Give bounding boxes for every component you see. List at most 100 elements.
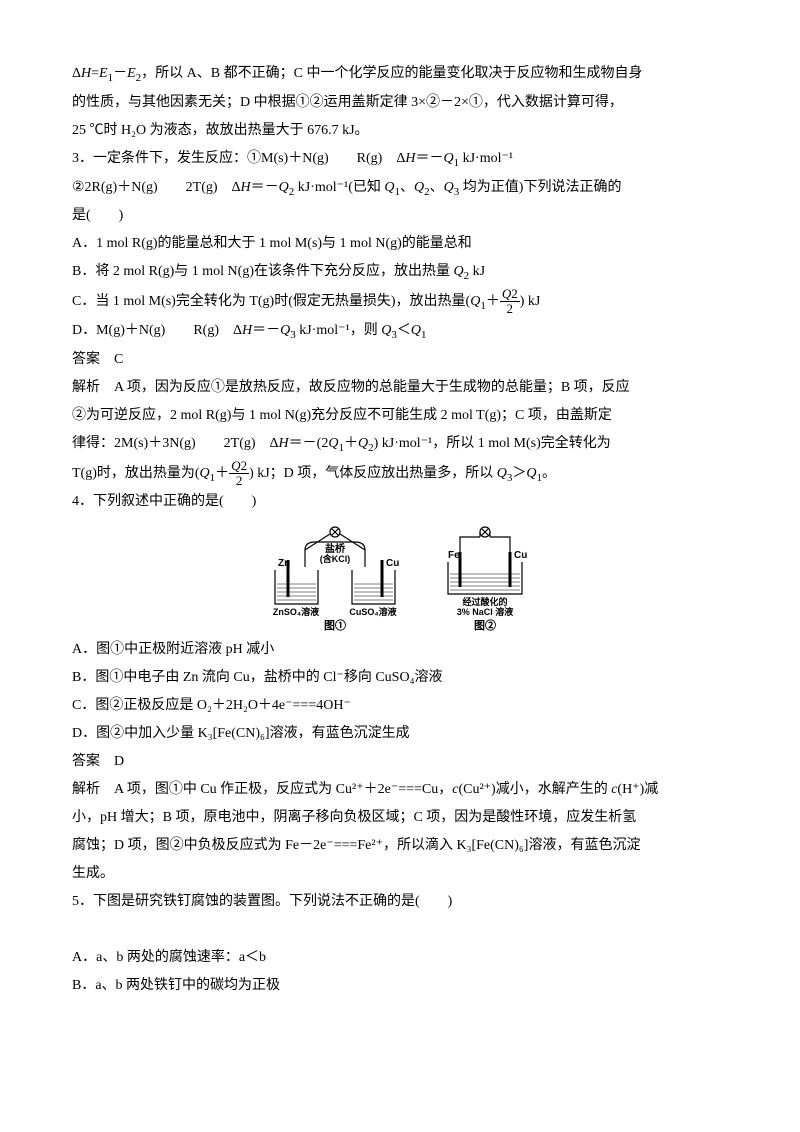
svg-text:Zn: Zn	[278, 558, 290, 569]
text: kJ·mol⁻¹，则	[296, 323, 381, 338]
q5-stem: 5．下图是研究铁钉腐蚀的装置图。下列说法不正确的是( )	[72, 888, 728, 916]
figure-2: Fe Cu 经过酸化的 3% NaCl 溶液 图②	[430, 522, 540, 633]
svg-text:CuSO₄溶液: CuSO₄溶液	[349, 606, 397, 617]
text: ＋	[344, 436, 358, 451]
text: 解析 A 项，图①中 Cu 作正极，反应式为 Cu²⁺＋2e⁻===Cu，	[72, 782, 452, 797]
sub: 2	[241, 458, 248, 473]
svg-text:(含KCl): (含KCl)	[320, 553, 351, 564]
sub: 2	[511, 286, 518, 301]
sym-H: H	[241, 180, 251, 195]
q4-opt-d: D．图②中加入少量 K₃[Fe(CN)₆]溶液，有蓝色沉淀生成	[72, 720, 728, 748]
text: ＝－	[415, 151, 443, 166]
sub: 1	[421, 329, 427, 341]
text: ＋	[215, 466, 229, 481]
text: T(g)时，放出热量为(	[72, 466, 200, 481]
sym-Q: Q	[526, 466, 536, 481]
text: ＝－	[252, 323, 280, 338]
svg-text:Cu: Cu	[514, 550, 527, 561]
den: 2	[229, 474, 249, 488]
text: 律得：2M(s)＋3N(g) 2T(g) Δ	[72, 436, 279, 451]
minus: －	[113, 66, 127, 81]
svg-text:Fe: Fe	[448, 550, 460, 561]
svg-text:3% NaCl 溶液: 3% NaCl 溶液	[457, 606, 515, 617]
text: kJ	[469, 264, 485, 279]
text: ＜	[397, 323, 411, 338]
sym-Q: Q	[454, 264, 464, 279]
q4-answer: 答案 D	[72, 748, 728, 776]
sym-Q: Q	[443, 151, 453, 166]
q3-opt-c: C．当 1 mol M(s)完全转化为 T(g)时(假定无热量损失)，放出热量(…	[72, 287, 728, 317]
svg-text:Cu: Cu	[386, 558, 399, 569]
q3-stem-line-3: 是( )	[72, 202, 728, 230]
text: ，所以 A、B 都不正确；C 中一个化学反应的能量变化取决于反应物和生成物自身	[141, 66, 642, 81]
q4-opt-a: A．图①中正极附近溶液 pH 减小	[72, 636, 728, 664]
q5-blank	[72, 916, 728, 944]
text: B．将 2 mol R(g)与 1 mol N(g)在该条件下充分反应，放出热量	[72, 264, 454, 279]
sym-Q: Q	[358, 436, 368, 451]
sym-Q: Q	[470, 294, 480, 309]
sym-Q: Q	[279, 180, 289, 195]
fraction-q2-2: Q22	[500, 287, 520, 317]
sym-Q: Q	[200, 466, 210, 481]
q4-opt-c: C．图②正极反应是 O₂＋2H₂O＋4e⁻===4OH⁻	[72, 692, 728, 720]
sym-H: H	[242, 323, 252, 338]
q5-opt-a: A．a、b 两处的腐蚀速率：a＜b	[72, 944, 728, 972]
sym-H: H	[405, 151, 415, 166]
figure-1-svg: 盐桥 (含KCl) Zn Cu ZnSO₄溶液 CuSO₄溶液	[260, 522, 410, 617]
intro-line-3: 25 ℃时 H₂O 为液态，故放出热量大于 676.7 kJ。	[72, 117, 728, 145]
sym-Q: Q	[444, 180, 454, 195]
delta: Δ	[72, 66, 81, 81]
sym-Q: Q	[381, 323, 391, 338]
sym-H: H	[81, 66, 91, 81]
sym-Q: Q	[502, 286, 511, 301]
text: 均为正值)下列说法正确的	[459, 180, 621, 195]
text: ＋	[486, 294, 500, 309]
q4-exp-1: 解析 A 项，图①中 Cu 作正极，反应式为 Cu²⁺＋2e⁻===Cu，c(C…	[72, 776, 728, 804]
text: 3．一定条件下，发生反应：①M(s)＋N(g) R(g) Δ	[72, 151, 405, 166]
sym-H: H	[279, 436, 289, 451]
text: 、	[430, 180, 444, 195]
text: kJ·mol⁻¹(已知	[294, 180, 384, 195]
q3-stem-line-2: ②2R(g)＋N(g) 2T(g) ΔH＝－Q2 kJ·mol⁻¹(已知 Q1、…	[72, 174, 728, 203]
text: (H⁺)减	[617, 782, 658, 797]
sym-Q: Q	[411, 323, 421, 338]
text: 。	[542, 466, 556, 481]
intro-line-1: ΔH=E1－E2，所以 A、B 都不正确；C 中一个化学反应的能量变化取决于反应…	[72, 60, 728, 89]
q3-stem-line-1: 3．一定条件下，发生反应：①M(s)＋N(g) R(g) ΔH＝－Q1 kJ·m…	[72, 145, 728, 174]
sym-E: E	[99, 66, 108, 81]
svg-text:经过酸化的: 经过酸化的	[462, 596, 507, 607]
intro-line-2: 的性质，与其他因素无关；D 中根据①②运用盖斯定律 3×②－2×①，代入数据计算…	[72, 89, 728, 117]
q4-exp-2: 小，pH 增大；B 项，原电池中，阴离子移向负极区域；C 项，因为是酸性环境，应…	[72, 804, 728, 832]
eq: =	[91, 66, 99, 81]
q3-exp-2: ②为可逆反应，2 mol R(g)与 1 mol N(g)充分反应不可能生成 2…	[72, 402, 728, 430]
q3-answer: 答案 C	[72, 346, 728, 374]
text: (Cu²⁺)减小，水解产生的	[458, 782, 611, 797]
sym-Q: Q	[497, 466, 507, 481]
q4-exp-3: 腐蚀；D 项，图②中负极反应式为 Fe－2e⁻===Fe²⁺，所以滴入 K₃[F…	[72, 832, 728, 860]
figure-2-svg: Fe Cu 经过酸化的 3% NaCl 溶液	[430, 522, 540, 617]
sym-Q: Q	[328, 436, 338, 451]
q5-opt-b: B．a、b 两处铁钉中的碳均为正极	[72, 972, 728, 1000]
sym-Q: Q	[414, 180, 424, 195]
q3-opt-d: D．M(g)＋N(g) R(g) ΔH＝－Q3 kJ·mol⁻¹，则 Q3＜Q1	[72, 317, 728, 346]
q3-exp-4: T(g)时，放出热量为(Q1＋Q22) kJ；D 项，气体反应放出热量多，所以 …	[72, 459, 728, 489]
text: ＝－	[251, 180, 279, 195]
q3-opt-a: A．1 mol R(g)的能量总和大于 1 mol M(s)与 1 mol N(…	[72, 230, 728, 258]
text: ) kJ	[520, 294, 541, 309]
q4-opt-b: B．图①中电子由 Zn 流向 Cu，盐桥中的 Cl⁻移向 CuSO₄溶液	[72, 664, 728, 692]
figure-1: 盐桥 (含KCl) Zn Cu ZnSO₄溶液 CuSO₄溶液 图①	[260, 522, 410, 633]
q3-exp-1: 解析 A 项，因为反应①是放热反应，故反应物的总能量大于生成物的总能量；B 项，…	[72, 374, 728, 402]
figure-1-caption: 图①	[324, 619, 346, 633]
text: D．M(g)＋N(g) R(g) Δ	[72, 323, 242, 338]
text: ＝－(2	[289, 436, 329, 451]
q4-exp-4: 生成。	[72, 860, 728, 888]
fraction-q2-2: Q22	[229, 459, 249, 489]
sym-Q: Q	[280, 323, 290, 338]
text: ＞	[512, 466, 526, 481]
q3-exp-3: 律得：2M(s)＋3N(g) 2T(g) ΔH＝－(2Q1＋Q2) kJ·mol…	[72, 430, 728, 459]
sym-Q: Q	[231, 458, 240, 473]
svg-text:ZnSO₄溶液: ZnSO₄溶液	[273, 606, 320, 617]
figure-2-caption: 图②	[474, 619, 496, 633]
q4-stem: 4．下列叙述中正确的是( )	[72, 488, 728, 516]
text: 、	[400, 180, 414, 195]
